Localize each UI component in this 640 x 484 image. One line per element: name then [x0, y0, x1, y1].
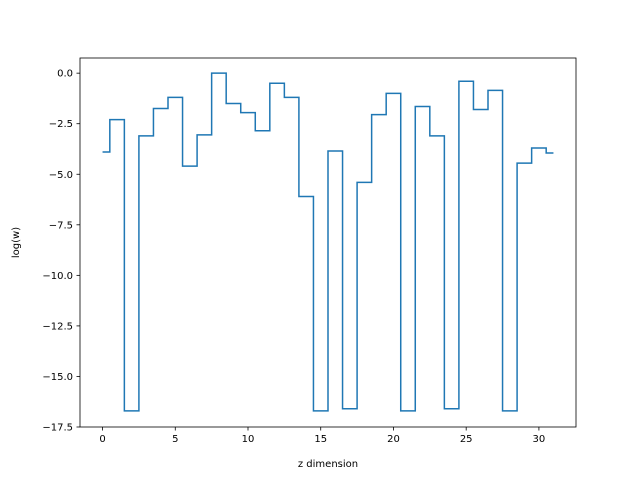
- x-tick-label: 10: [242, 434, 255, 445]
- x-tick-label: 0: [99, 434, 105, 445]
- series-line: [102, 72, 554, 412]
- y-tick-label: −12.5: [42, 321, 73, 332]
- y-tick-label: −15.0: [42, 372, 73, 383]
- y-tick-label: −5.0: [49, 170, 73, 181]
- y-axis: 0.0 −2.5 −5.0 −7.5 −10.0 −12.5 −15.0 −17.5: [42, 69, 80, 434]
- x-tick-label: 20: [387, 434, 400, 445]
- x-axis: 0 5 10 15 20 25 30: [99, 427, 545, 445]
- y-tick-label: 0.0: [57, 69, 73, 80]
- y-tick-label: −10.0: [42, 271, 73, 282]
- y-axis-label: log(w): [11, 227, 22, 258]
- plot-area: [102, 72, 554, 412]
- x-tick-label: 25: [460, 434, 473, 445]
- y-tick-label: −7.5: [49, 220, 73, 231]
- x-tick-label: 5: [172, 434, 178, 445]
- x-axis-label: z dimension: [298, 459, 358, 470]
- y-tick-label: −17.5: [42, 423, 73, 434]
- axes-frame: [79, 57, 577, 428]
- x-tick-label: 15: [314, 434, 327, 445]
- y-tick-label: −2.5: [49, 119, 73, 130]
- x-tick-label: 30: [533, 434, 546, 445]
